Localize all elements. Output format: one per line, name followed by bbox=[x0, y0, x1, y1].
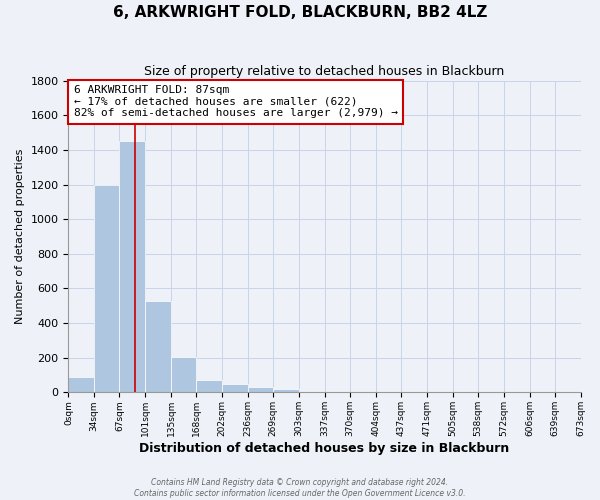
Bar bbox=[145, 300, 171, 392]
X-axis label: Distribution of detached houses by size in Blackburn: Distribution of detached houses by size … bbox=[139, 442, 509, 455]
Bar bbox=[196, 380, 222, 392]
Text: Contains HM Land Registry data © Crown copyright and database right 2024.
Contai: Contains HM Land Registry data © Crown c… bbox=[134, 478, 466, 498]
Bar bbox=[248, 387, 273, 392]
Text: 6, ARKWRIGHT FOLD, BLACKBURN, BB2 4LZ: 6, ARKWRIGHT FOLD, BLACKBURN, BB2 4LZ bbox=[113, 5, 487, 20]
Text: 6 ARKWRIGHT FOLD: 87sqm
← 17% of detached houses are smaller (622)
82% of semi-d: 6 ARKWRIGHT FOLD: 87sqm ← 17% of detache… bbox=[74, 85, 398, 118]
Title: Size of property relative to detached houses in Blackburn: Size of property relative to detached ho… bbox=[145, 65, 505, 78]
Bar bbox=[68, 377, 94, 392]
Bar bbox=[273, 389, 299, 392]
Bar bbox=[171, 357, 196, 392]
Y-axis label: Number of detached properties: Number of detached properties bbox=[15, 149, 25, 324]
Bar bbox=[119, 141, 145, 393]
Bar bbox=[94, 184, 119, 392]
Bar bbox=[222, 384, 248, 392]
